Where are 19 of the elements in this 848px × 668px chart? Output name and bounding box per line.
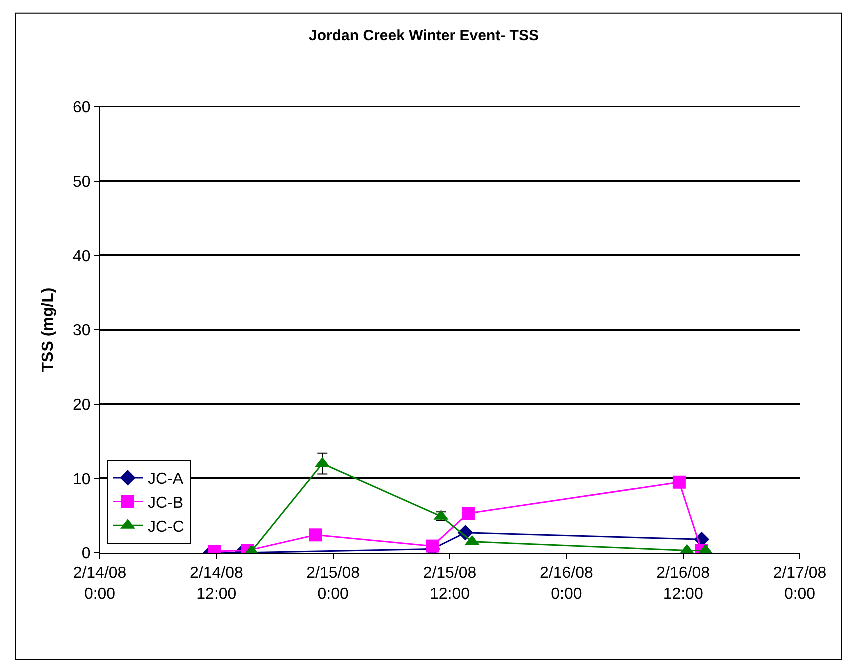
chart-title: Jordan Creek Winter Event- TSS — [309, 28, 539, 45]
y-tick-label: 50 — [73, 174, 91, 191]
legend-label: JC-C — [148, 518, 184, 536]
legend-label: JC-A — [148, 471, 184, 488]
y-tick-label: 10 — [73, 471, 91, 488]
x-tick-label: 2/14/08 0:00 — [73, 565, 127, 603]
y-tick-label: 20 — [73, 396, 91, 414]
y-tick-label: 40 — [73, 248, 91, 266]
x-tick-label: 2/16/08 0:00 — [540, 565, 594, 603]
legend-label: JC-B — [148, 495, 184, 512]
x-tick-label: 2/16/08 12:00 — [656, 565, 710, 603]
y-axis-title: TSS (mg/L) — [40, 288, 57, 372]
y-tick-label: 30 — [73, 322, 91, 340]
x-tick-label: 2/14/08 12:00 — [190, 565, 244, 603]
x-tick-label: 2/17/08 0:00 — [773, 565, 827, 603]
x-tick-label: 2/15/08 0:00 — [306, 565, 360, 603]
x-tick-label: 2/15/08 12:00 — [423, 565, 477, 603]
y-tick-label: 60 — [73, 100, 91, 117]
y-tick-label: 0 — [82, 546, 91, 563]
